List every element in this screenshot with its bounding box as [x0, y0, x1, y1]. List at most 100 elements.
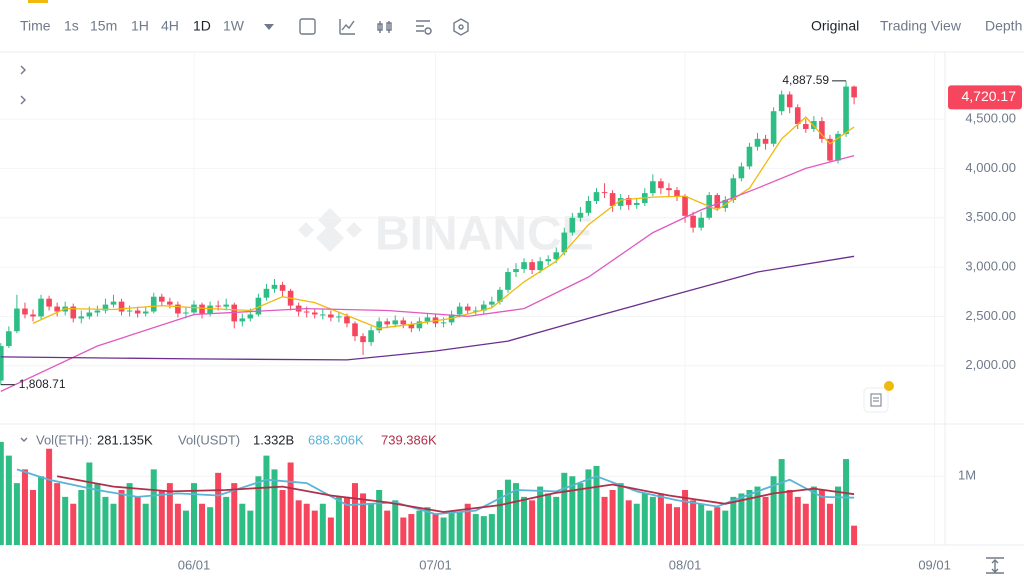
- icon-calendar[interactable]: [299, 18, 316, 35]
- volume-bar: [191, 483, 197, 545]
- candle-body: [674, 190, 680, 197]
- y-tick-label: 4,500.00: [965, 111, 1016, 126]
- candle-body: [585, 200, 592, 213]
- candle-body: [746, 146, 753, 167]
- volume-bar: [174, 503, 181, 545]
- candle-body: [360, 336, 366, 343]
- x-tick-label: 07/01: [419, 557, 452, 572]
- candle-body: [336, 316, 342, 318]
- y-tick-label: 2,000.00: [965, 357, 1016, 372]
- volume-bar: [424, 507, 431, 545]
- volume-bar: [110, 503, 117, 545]
- candle-body: [207, 305, 213, 314]
- interval-tab[interactable]: 1H: [131, 18, 149, 34]
- volume-bar: [368, 503, 375, 545]
- candle-body: [553, 252, 560, 260]
- volume-bar: [207, 507, 214, 545]
- candle-body: [159, 296, 165, 302]
- icon-indicator[interactable]: [339, 19, 355, 35]
- volume-bar: [448, 510, 455, 545]
- view-tab[interactable]: Depth: [985, 18, 1022, 34]
- volume-bar: [440, 517, 447, 545]
- candle-body: [46, 298, 52, 307]
- x-tick-label: 09/01: [918, 557, 951, 572]
- candle-body: [384, 321, 390, 325]
- interval-tab[interactable]: 15m: [90, 18, 117, 34]
- volume-bar: [199, 503, 206, 545]
- candle-body: [762, 138, 769, 144]
- candle-body: [601, 192, 608, 194]
- x-tick-label: 06/01: [178, 557, 211, 572]
- candle-body: [666, 188, 672, 191]
- interval-tab[interactable]: 1s: [64, 18, 79, 34]
- icon-template[interactable]: [453, 18, 469, 36]
- candle-body: [78, 316, 85, 319]
- volume-bar: [343, 496, 350, 545]
- volume-bar: [21, 469, 28, 545]
- candle-body: [545, 259, 551, 262]
- scale-icon[interactable]: [986, 557, 1004, 574]
- candle-body: [529, 262, 535, 271]
- volume-bar: [641, 493, 648, 545]
- volume-bar: [488, 514, 495, 545]
- candle-body: [247, 314, 254, 319]
- icon-settings[interactable]: [416, 20, 432, 35]
- view-tab[interactable]: Original: [811, 18, 859, 34]
- interval-tab[interactable]: Time: [20, 18, 51, 34]
- candle-body: [537, 261, 543, 271]
- volume-bar: [215, 472, 222, 545]
- candle-body: [392, 320, 399, 325]
- volume-bar: [432, 514, 439, 545]
- candle-body: [803, 124, 809, 129]
- candle-body: [215, 305, 221, 307]
- candle-body: [368, 330, 374, 343]
- ma-line: [32, 116, 855, 329]
- candle-body: [6, 331, 12, 347]
- volume-bar: [851, 525, 858, 545]
- volume-bar: [263, 455, 270, 545]
- volume-bar: [62, 496, 69, 545]
- volume-bar: [352, 483, 358, 545]
- volume-bar: [665, 503, 672, 545]
- candle-body: [521, 262, 527, 270]
- candle-body: [754, 138, 761, 147]
- volume-bar: [762, 496, 769, 545]
- volume-ma: [16, 468, 855, 516]
- candle-body: [239, 318, 246, 322]
- candle-body: [497, 289, 503, 302]
- candle-body: [14, 308, 20, 332]
- icon-candles[interactable]: [377, 21, 392, 33]
- candle-body: [94, 310, 101, 313]
- candle-body: [513, 269, 519, 273]
- volume-bar: [182, 510, 189, 545]
- candle-body: [827, 138, 833, 161]
- interval-tab[interactable]: 4H: [161, 18, 179, 34]
- candle-body: [472, 310, 479, 312]
- candle-body: [819, 121, 825, 139]
- candle-body: [489, 301, 495, 305]
- candle-body: [843, 86, 849, 134]
- interval-tab[interactable]: 1W: [223, 18, 245, 34]
- volume-bar: [802, 503, 809, 545]
- volume-bar: [303, 503, 310, 545]
- candle-body: [255, 297, 262, 315]
- view-tab[interactable]: Trading View: [880, 18, 962, 34]
- interval-tab[interactable]: 1D: [193, 18, 211, 34]
- volume-bar: [255, 476, 262, 545]
- candle-body: [38, 298, 44, 317]
- volume-bar: [746, 490, 753, 545]
- notes-button[interactable]: [863, 387, 889, 413]
- volume-bar: [239, 503, 246, 545]
- volume-bar: [521, 496, 528, 545]
- watermark-logo: [298, 208, 362, 252]
- volume-bar: [472, 514, 479, 545]
- expand-chevron[interactable]: [20, 65, 26, 105]
- volume-ma-label: 739.386K: [381, 432, 437, 447]
- volume-bar: [529, 500, 536, 545]
- volume-bar: [408, 514, 415, 545]
- collapse-chevron[interactable]: [20, 437, 28, 442]
- volume-bar: [384, 510, 391, 545]
- volume-legend: Vol(USDT): [178, 432, 240, 447]
- dropdown[interactable]: [264, 24, 274, 30]
- candle-body: [400, 320, 407, 325]
